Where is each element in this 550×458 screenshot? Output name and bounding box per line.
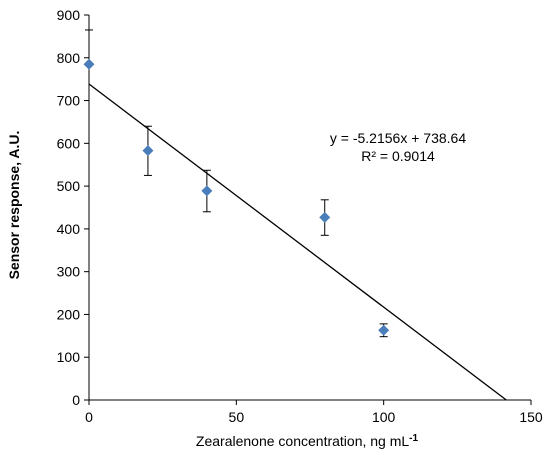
y-tick-label: 400 [57, 221, 81, 237]
data-point-marker [378, 324, 390, 336]
x-tick-label: 50 [229, 409, 245, 425]
data-points [83, 58, 390, 336]
x-axis-title-superscript: -1 [409, 433, 418, 444]
x-axis-title-main: Zearalenone concentration, ng mL [196, 433, 409, 449]
x-tick-label: 0 [85, 409, 93, 425]
r-squared-label: R² = 0.9014 [361, 148, 435, 164]
y-tick-label: 800 [57, 50, 81, 66]
y-tick-label: 200 [57, 306, 81, 322]
x-tick-label: 150 [519, 409, 543, 425]
y-tick-label: 500 [57, 178, 81, 194]
y-tick-label: 900 [57, 7, 81, 23]
y-tick-label: 100 [57, 349, 81, 365]
data-point-marker [142, 145, 154, 157]
y-tick-label: 0 [72, 392, 80, 408]
y-axis-title: Sensor response, A.U. [6, 131, 22, 280]
trend-line [88, 83, 507, 401]
y-tick-label: 700 [57, 93, 81, 109]
y-tick-label: 600 [57, 135, 81, 151]
data-point-marker [319, 211, 331, 223]
y-tick-label: 300 [57, 264, 81, 280]
x-axis-ticks: 0 50 100 150 [85, 400, 543, 425]
data-point-marker [83, 58, 95, 70]
trendline-equation: y = -5.2156x + 738.64 [330, 130, 466, 146]
data-point-marker [201, 185, 213, 197]
error-bars [85, 29, 388, 338]
y-axis-ticks: 0 100 200 300 400 500 600 700 800 900 [57, 7, 89, 408]
x-tick-label: 100 [372, 409, 396, 425]
x-axis-title: Zearalenone concentration, ng mL-1 [196, 433, 419, 449]
